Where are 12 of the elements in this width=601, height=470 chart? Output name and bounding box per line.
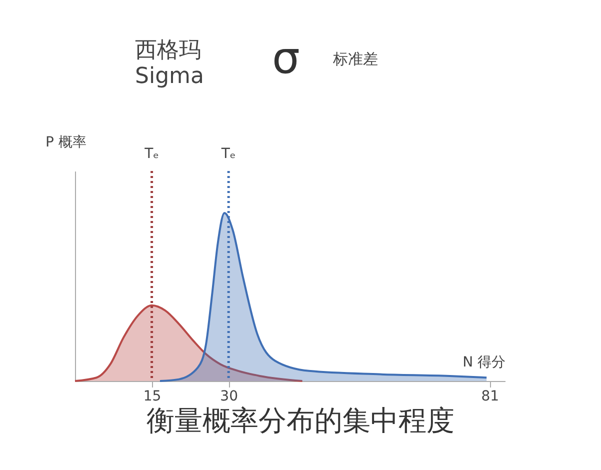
chart-title: 西格玛 (135, 38, 201, 63)
x-axis-title: N 得分 (462, 354, 506, 370)
text: 衡量概率分布的集中程度 (146, 404, 454, 437)
ref-line-label: Tₑ (144, 146, 159, 162)
ref-line-label: Tₑ (220, 146, 236, 162)
text: 标准差 (333, 50, 378, 69)
text: σ (272, 33, 300, 84)
chart-subtitle: Sigma (135, 64, 204, 89)
x-tick-label: 15 (143, 388, 162, 404)
x-tick-label: 81 (481, 388, 500, 404)
y-axis-title: P 概率 (46, 134, 86, 150)
x-tick-label: 30 (220, 388, 238, 404)
